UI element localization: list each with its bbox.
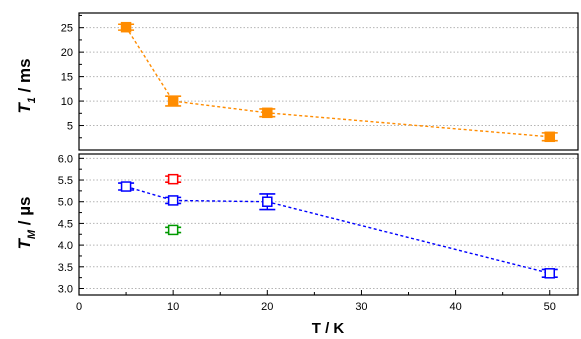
t1-y-tick-label: 5 [67, 121, 73, 133]
t1-plot-frame [78, 12, 579, 151]
tm-axis-title-main: T [15, 237, 34, 249]
tm-y-tick-label: 3.0 [58, 283, 73, 295]
tm-axis-title-unit: / µs [15, 197, 34, 230]
tm-y-tick-label: 5.0 [58, 197, 73, 209]
x-tick-label: 50 [544, 301, 556, 313]
t1-axis-title-unit: / ms [15, 58, 34, 97]
tm-series [165, 173, 182, 185]
tm-data-point [120, 181, 132, 192]
t1-y-tick-label: 15 [61, 72, 73, 84]
t1-panel: 5 10 15 20 25 [61, 12, 579, 151]
tm-data-point [167, 195, 179, 206]
t1-series-line [125, 26, 550, 138]
tm-data-point [544, 268, 556, 279]
t1-axis-title-main: T [15, 102, 34, 114]
tm-data-point [167, 173, 179, 185]
t1-data-point [544, 131, 556, 143]
t1-series [118, 21, 558, 143]
t1-data-point [262, 107, 273, 119]
tm-axis-title-sub: M [26, 229, 38, 239]
t1-data-point [167, 95, 179, 107]
tm-data-point [262, 196, 273, 207]
tm-plot-frame [78, 153, 579, 296]
x-tick-label: 30 [355, 301, 367, 313]
t1-y-tick-label: 25 [61, 23, 73, 35]
t1-axis-title: T1 / ms [15, 58, 38, 113]
tm-series [165, 224, 182, 236]
x-tick-label: 10 [167, 301, 179, 313]
t1-data-point [120, 21, 132, 33]
t1-y-tick-label: 10 [61, 96, 73, 108]
x-tick-label: 40 [449, 301, 461, 313]
x-tick-label: 0 [76, 301, 82, 313]
tm-data-point [167, 224, 179, 236]
tm-y-tick-label: 6.0 [58, 153, 73, 165]
tm-series-line [125, 185, 550, 274]
tm-y-tick-label: 4.5 [58, 218, 73, 230]
x-axis-title: T / K [312, 320, 345, 337]
t1-y-tick-label: 20 [61, 47, 73, 59]
tm-y-tick-label: 4.0 [58, 240, 73, 252]
t1-axis-title-sub: 1 [26, 97, 38, 103]
tm-series [118, 181, 558, 279]
tm-panel: 3.0 3.5 4.0 4.5 5.0 5.5 6.0 0 10 20 30 40 50 [58, 153, 579, 313]
tm-axis-title: TM / µs [15, 197, 38, 250]
tm-y-tick-label: 5.5 [58, 175, 73, 187]
x-tick-label: 20 [261, 301, 273, 313]
tm-y-tick-label: 3.5 [58, 262, 73, 274]
